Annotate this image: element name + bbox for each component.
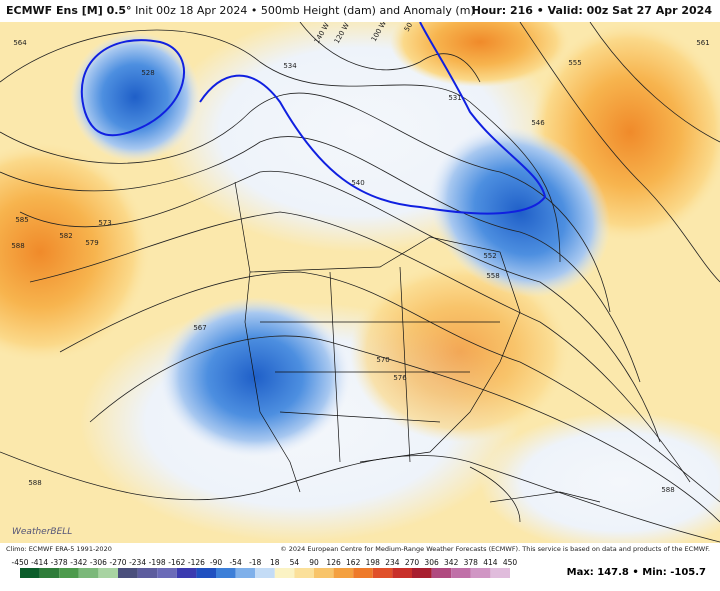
colorbar-label: 234 (385, 558, 400, 567)
contour-label: 552 (483, 252, 496, 260)
contour-label: 564 (13, 39, 27, 47)
contour-label: 579 (85, 239, 98, 247)
negative-anomaly (429, 126, 611, 298)
negative-anomaly (160, 297, 350, 457)
header-left: ECMWF Ens [M] 0.5° Init 00z 18 Apr 2024 … (6, 4, 475, 17)
colorbar-label: 126 (326, 558, 341, 567)
contour-label: 534 (283, 62, 297, 70)
colorbar-label: 450 (503, 558, 518, 567)
colorbar-label: -342 (70, 558, 87, 567)
colorbar-label: -18 (249, 558, 261, 567)
contour-label: 588 (11, 242, 24, 250)
contour-label: 573 (98, 219, 111, 227)
contour-label: 555 (568, 59, 581, 67)
colorbar-swatch (176, 568, 197, 578)
colorbar-swatch (157, 568, 177, 578)
colorbar-swatch (216, 568, 236, 578)
colorbar-swatch (196, 568, 216, 578)
colorbar-label: -90 (210, 558, 222, 567)
colorbar-swatch (255, 568, 275, 578)
colorbar-swatch (353, 568, 373, 578)
colorbar-label: 378 (464, 558, 479, 567)
height-contours (0, 22, 720, 543)
colorbar-swatch (39, 568, 60, 578)
logo: WeatherBELL (12, 527, 72, 537)
positive-anomaly (350, 262, 570, 442)
stats: Max: 147.8 • Min: -105.7 (566, 567, 706, 578)
contour-label: 588 (28, 479, 41, 487)
colorbar: -450 -414 -378 -342 -306 -270 -234 -198 -162 -126… (11, 558, 518, 578)
contour-label: 570 (376, 356, 389, 364)
colorbar-swatch (235, 568, 256, 578)
colorbar-label: 342 (444, 558, 459, 567)
positive-anomaly (390, 22, 570, 87)
colorbar-label: 198 (366, 558, 381, 567)
contour-label: 582 (59, 232, 72, 240)
credit: © 2024 European Centre for Medium-Range … (280, 545, 710, 553)
valid-time: Hour: 216 • Valid: 00z Sat 27 Apr 2024 (471, 4, 712, 17)
colorbar-label: -234 (129, 558, 146, 567)
contour-label: 576 (393, 374, 407, 382)
colorbar-label: -306 (90, 558, 107, 567)
contour-label: 528 (141, 69, 154, 77)
colorbar-label: -198 (149, 558, 166, 567)
colorbar-swatch (118, 568, 138, 578)
colorbar-swatch (412, 568, 432, 578)
colorbar-label: 306 (424, 558, 439, 567)
contour-label: 546 (531, 119, 545, 127)
contour-label: 567 (193, 324, 206, 332)
colorbar-swatch (294, 568, 314, 578)
contour-label: 585 (15, 216, 28, 224)
contour-label: 540 (351, 179, 364, 187)
borders (234, 181, 601, 523)
neutral-area (480, 412, 720, 543)
colorbar-label: 414 (483, 558, 498, 567)
colorbar-swatch (372, 568, 393, 578)
map: WeatherBELL 564 528 534 531 540 546 555 561 585 5… (0, 22, 720, 543)
colorbar-swatch (392, 568, 412, 578)
colorbar-label: -450 (11, 558, 28, 567)
colorbar-label: 270 (405, 558, 420, 567)
colorbar-swatch (490, 568, 510, 578)
colorbar-swatch (274, 568, 295, 578)
colorbar-swatch (431, 568, 452, 578)
colorbar-swatch (470, 568, 491, 578)
colorbar-swatch (98, 568, 118, 578)
colorbar-label: 162 (346, 558, 361, 567)
positive-anomaly (0, 142, 150, 362)
colorbar-label: 90 (309, 558, 319, 567)
colorbar-label: -270 (109, 558, 126, 567)
model-name: ECMWF Ens [M] 0.5° (6, 4, 132, 17)
contour-label: 561 (696, 39, 709, 47)
colorbar-label: 54 (290, 558, 300, 567)
meridian-label: 50 W (403, 22, 419, 33)
contour-label: 558 (486, 272, 499, 280)
colorbar-swatch (59, 568, 79, 578)
colorbar-label: -54 (229, 558, 241, 567)
contour-label: 531 (448, 94, 461, 102)
anomaly-contour (80, 39, 185, 137)
colorbar-swatch (20, 568, 40, 578)
colorbar-label: -378 (51, 558, 68, 567)
colorbar-label: -162 (168, 558, 185, 567)
colorbar-label: 18 (270, 558, 280, 567)
climo-note: Climo: ECMWF ERA-5 1991-2020 (6, 545, 112, 553)
colorbar-swatch (78, 568, 99, 578)
colorbar-label: -414 (31, 558, 48, 567)
anomaly-contour (199, 22, 547, 215)
colorbar-swatch (137, 568, 158, 578)
negative-anomaly (70, 32, 200, 162)
run-info: Init 00z 18 Apr 2024 • 500mb Height (dam… (135, 4, 475, 17)
colorbar-swatch (333, 568, 354, 578)
colorbar-swatch (314, 568, 334, 578)
colorbar-label: -126 (188, 558, 205, 567)
contour-label: 588 (661, 486, 674, 494)
colorbar-swatch (451, 568, 471, 578)
